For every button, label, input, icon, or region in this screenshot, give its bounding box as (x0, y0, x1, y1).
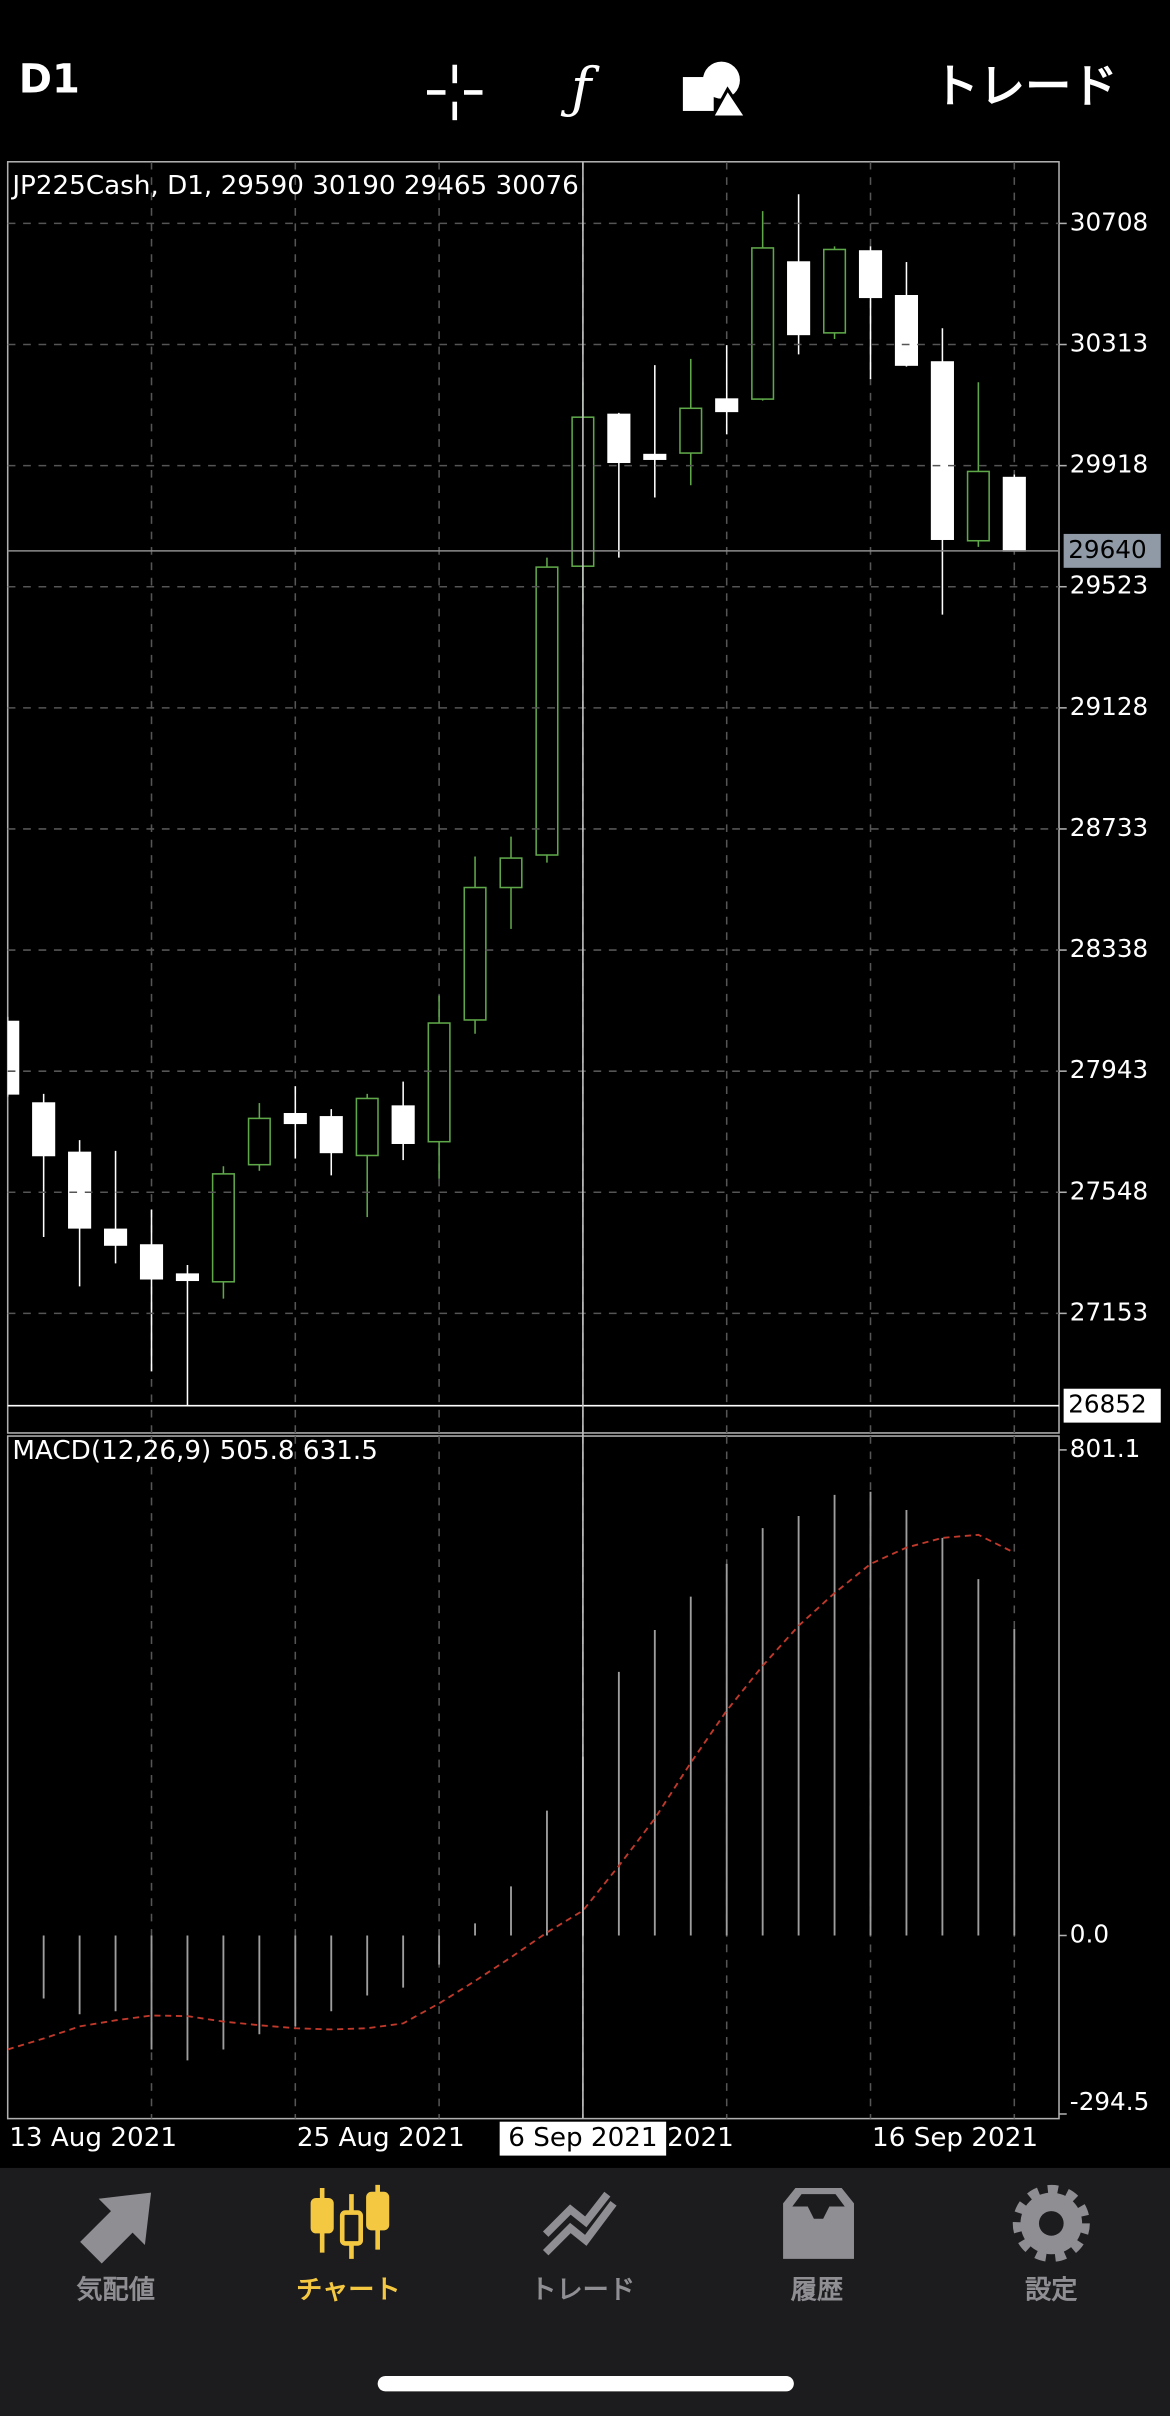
candle-body (930, 361, 954, 540)
candle-body (966, 470, 990, 542)
candle-body (1002, 476, 1026, 552)
x-tick-label: 25 Aug 2021 (297, 2123, 465, 2153)
macd-panel-frame (6, 1435, 1060, 2120)
candle-body (355, 1097, 379, 1157)
bid-line-label: 29640 (1068, 535, 1146, 564)
candle-body (643, 453, 667, 460)
tab-label[interactable]: 履歴 (791, 2276, 843, 2306)
y-tick-label: 27943 (1070, 1055, 1148, 1084)
low-line-label: 26852 (1068, 1390, 1146, 1419)
tab-label[interactable]: 気配値 (76, 2275, 155, 2306)
quotes-icon (80, 2192, 152, 2264)
candle-body (175, 1273, 200, 1282)
y-tick-label: 0.0 (1070, 1919, 1109, 1948)
y-tick-label: 27548 (1070, 1176, 1148, 1205)
candle-body (32, 1102, 56, 1157)
trade-icon (542, 2191, 617, 2256)
low-line-box (1063, 1388, 1161, 1423)
tab-bar (0, 2167, 1170, 2416)
chart-layer: 27153 27548 27943 28338 28733 29128 29523 29918… (7, 161, 1161, 2156)
y-tick-label: 28733 (1070, 813, 1148, 842)
y-tick-label: 30313 (1070, 329, 1148, 358)
y-tick-label: 27153 (1070, 1297, 1148, 1326)
candle-body (715, 398, 739, 413)
candle-body (679, 407, 703, 454)
y-tick-label: -294.5 (1070, 2087, 1149, 2116)
candle-body (607, 413, 631, 464)
tab-label[interactable]: チャート (296, 2276, 401, 2306)
candle-body (391, 1105, 415, 1144)
y-tick-label: 29523 (1070, 571, 1148, 600)
candle-body (822, 248, 847, 334)
settings-icon (1012, 2184, 1090, 2262)
y-tick-label: 30708 (1070, 207, 1148, 236)
candle-body (463, 886, 487, 1021)
plot-clip (7, 161, 1026, 2119)
y-tick-label: 29128 (1070, 692, 1148, 721)
main-title: JP225Cash, D1, 29590 30190 29465 30076 (10, 171, 579, 201)
candle-body (139, 1244, 164, 1280)
x-tick-label: 13 Aug 2021 (9, 2123, 177, 2153)
y-tick-label: 801.1 (1070, 1434, 1141, 1463)
history-icon (783, 2187, 854, 2259)
candle-body (211, 1173, 235, 1283)
objects-button[interactable] (682, 61, 749, 119)
chart-icon (310, 2184, 390, 2259)
tab-labels: 気配値 チャート トレード 履歴 設定 (76, 2275, 1077, 2306)
candle-body (499, 857, 523, 889)
candle-body (787, 261, 811, 336)
timeframe[interactable]: D1 (19, 57, 80, 103)
crosshair-button[interactable] (426, 64, 483, 121)
candle-body (535, 566, 559, 856)
main-panel-frame (6, 161, 1060, 1434)
tab-label[interactable]: トレード (530, 2276, 635, 2306)
candle-body (103, 1228, 128, 1246)
trade-button[interactable]: トレード (933, 59, 1118, 113)
home-indicator (377, 2375, 794, 2392)
candle-body (427, 1022, 451, 1143)
y-tick-label: 29918 (1070, 450, 1148, 479)
candle-body (319, 1116, 343, 1154)
candle-body (7, 1020, 20, 1095)
candle-body (247, 1117, 271, 1166)
candle-body (68, 1151, 92, 1229)
candle-body (858, 250, 883, 299)
candle-body (894, 295, 919, 366)
tab-label[interactable]: 設定 (1025, 2276, 1077, 2306)
candle-body (751, 247, 775, 400)
x-tick-label: 16 Sep 2021 (872, 2123, 1038, 2153)
candle-body (283, 1113, 307, 1125)
bid-line-box (1063, 533, 1161, 568)
crosshair-label-box (499, 2121, 667, 2156)
y-tick-label: 28338 (1070, 934, 1148, 963)
crosshair-label: 6 Sep 2021 (508, 2123, 657, 2153)
macd-title: MACD(12,26,9) 505.8 631.5 (12, 1436, 378, 1466)
